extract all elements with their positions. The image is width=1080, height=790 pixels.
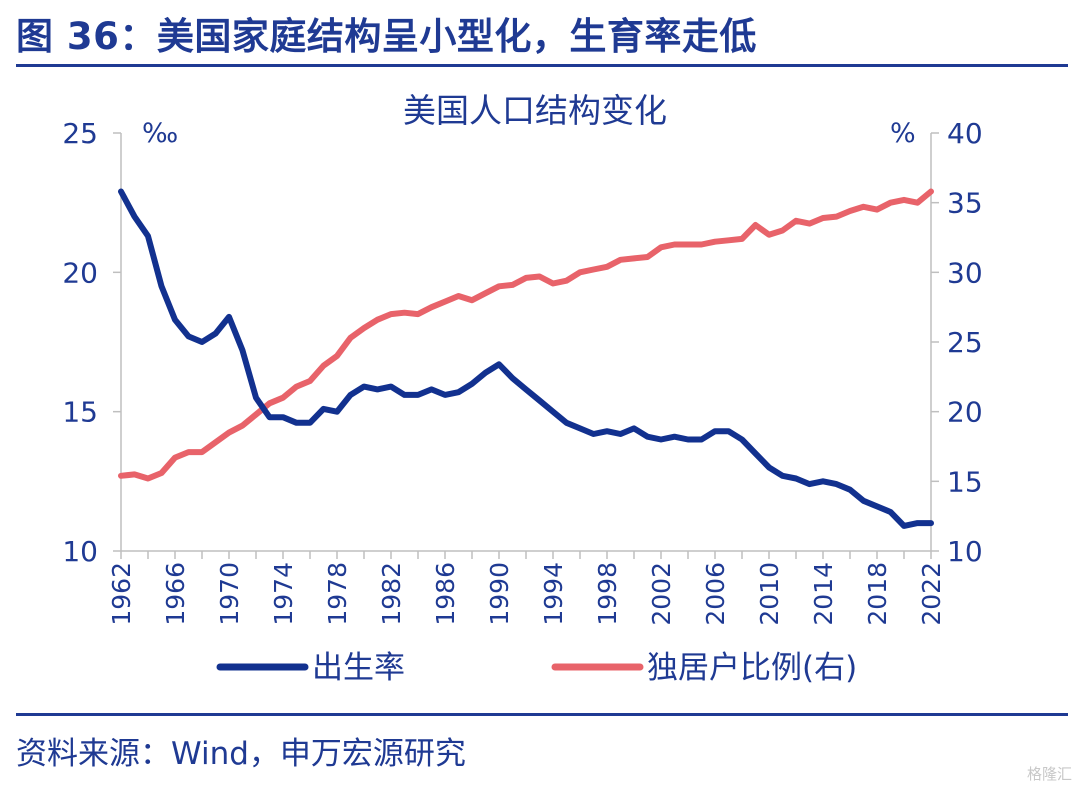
x-tick-label: 1978: [323, 562, 352, 626]
series-layer: [118, 188, 934, 529]
left-axis-unit: ‰: [142, 118, 178, 149]
right-tick-label: 35: [947, 187, 983, 220]
x-tick-label: 1998: [593, 562, 622, 626]
series-birth-rate: [118, 188, 934, 529]
legend-label-living-alone: 独居户比例(右): [647, 650, 857, 686]
series-living-alone: [118, 188, 934, 482]
right-tick-label: 20: [947, 396, 983, 429]
right-tick-label: 25: [947, 326, 983, 359]
x-tick-label: 2018: [863, 562, 892, 626]
x-tick-label: 1982: [377, 562, 406, 626]
x-tick-label: 1986: [431, 562, 460, 626]
x-tick-label: 1994: [539, 562, 568, 626]
figure-title: 图 36：美国家庭结构呈小型化，生育率走低: [16, 15, 757, 58]
left-tick-label: 20: [62, 256, 98, 289]
x-axis: 1962 1966 1970 1974 1978 1982 1986 1990 1994 1998…: [107, 551, 946, 626]
x-tick-label: 1962: [107, 562, 136, 626]
right-tick-label: 30: [947, 256, 983, 289]
x-tick-label: 1990: [485, 562, 514, 626]
right-axis-unit: %: [890, 118, 916, 149]
x-tick-label: 1966: [161, 562, 190, 626]
x-tick-label: 1970: [215, 562, 244, 626]
right-tick-label: 10: [947, 535, 983, 568]
left-tick-label: 15: [62, 396, 98, 429]
x-tick-label: 2010: [755, 562, 784, 626]
right-tick-label: 15: [947, 465, 983, 498]
x-tick-label: 2022: [917, 562, 946, 626]
x-tick-label: 2002: [647, 562, 676, 626]
x-tick-label: 2006: [701, 562, 730, 626]
legend: 出生率 独居户比例(右): [216, 650, 857, 686]
x-tick-label: 2014: [809, 562, 838, 626]
source-divider: [16, 713, 1068, 716]
x-tick-label: 1974: [269, 562, 298, 626]
left-axis: 10 15 20 25: [62, 117, 121, 568]
title-divider: [16, 64, 1068, 67]
left-tick-label: 25: [62, 117, 98, 150]
legend-label-birth-rate: 出生率: [312, 650, 405, 686]
chart-title: 美国人口结构变化: [403, 91, 667, 130]
line-chart: 美国人口结构变化 ‰ % 10 15 20 25 10 15 20 25 30 35 40 196…: [62, 91, 983, 686]
axis-lines: [120, 133, 932, 552]
left-tick-label: 10: [62, 535, 98, 568]
watermark: 格隆汇: [1026, 765, 1072, 783]
source-note: 资料来源：Wind，申万宏源研究: [16, 736, 466, 772]
right-axis: 10 15 20 25 30 35 40: [931, 117, 983, 568]
right-tick-label: 40: [947, 117, 983, 150]
